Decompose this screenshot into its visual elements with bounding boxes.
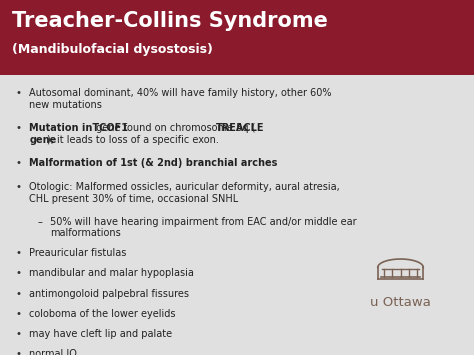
Text: Malformation of 1st (& 2nd) branchial arches: Malformation of 1st (& 2nd) branchial ar… xyxy=(29,158,278,168)
Text: TREACLE: TREACLE xyxy=(216,123,264,133)
Text: Preauricular fistulas: Preauricular fistulas xyxy=(29,248,127,258)
Text: gene found on chromosome 5q (: gene found on chromosome 5q ( xyxy=(93,123,256,133)
Text: Otologic: Malformed ossicles, auricular deformity, aural atresia,: Otologic: Malformed ossicles, auricular … xyxy=(29,182,340,192)
Text: CHL present 30% of time, occasional SNHL: CHL present 30% of time, occasional SNHL xyxy=(29,194,238,204)
Text: may have cleft lip and palate: may have cleft lip and palate xyxy=(29,329,173,339)
Text: Treacher-Collins Syndrome: Treacher-Collins Syndrome xyxy=(12,11,328,31)
Text: Mutation inTCOF1: Mutation inTCOF1 xyxy=(29,123,128,133)
Text: Autosomal dominant, 40% will have family history, other 60%: Autosomal dominant, 40% will have family… xyxy=(29,88,332,98)
Text: •: • xyxy=(15,349,21,355)
FancyBboxPatch shape xyxy=(0,0,474,75)
Text: •: • xyxy=(15,158,21,168)
Text: •: • xyxy=(15,123,21,133)
Text: u Ottawa: u Ottawa xyxy=(370,296,431,309)
Text: •: • xyxy=(15,182,21,192)
Text: (Mandibulofacial dysostosis): (Mandibulofacial dysostosis) xyxy=(12,43,213,56)
Text: antimongoloid palpebral fissures: antimongoloid palpebral fissures xyxy=(29,289,190,299)
Text: malformations: malformations xyxy=(50,228,120,238)
Text: –: – xyxy=(38,217,43,227)
Text: new mutations: new mutations xyxy=(29,100,102,110)
Text: •: • xyxy=(15,88,21,98)
Text: mandibular and malar hypoplasia: mandibular and malar hypoplasia xyxy=(29,268,194,278)
Text: •: • xyxy=(15,309,21,319)
Text: gene: gene xyxy=(29,135,56,145)
Text: 50% will have hearing impairment from EAC and/or middle ear: 50% will have hearing impairment from EA… xyxy=(50,217,356,227)
Text: normal IQ: normal IQ xyxy=(29,349,77,355)
Text: •: • xyxy=(15,268,21,278)
Text: •: • xyxy=(15,289,21,299)
Text: •: • xyxy=(15,329,21,339)
Text: •: • xyxy=(15,248,21,258)
Text: ), it leads to loss of a specific exon.: ), it leads to loss of a specific exon. xyxy=(47,135,219,145)
Text: coloboma of the lower eyelids: coloboma of the lower eyelids xyxy=(29,309,176,319)
